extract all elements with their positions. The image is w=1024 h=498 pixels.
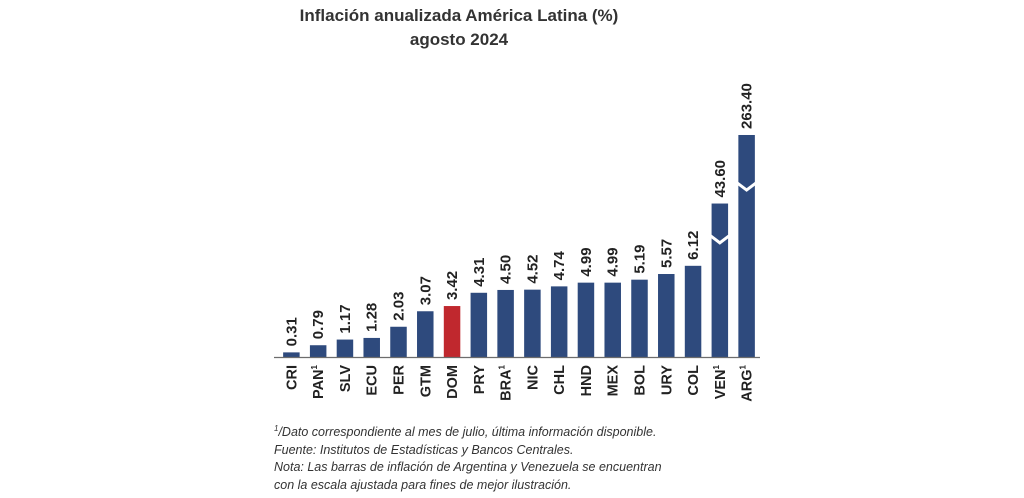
footnote-1-text: /Dato correspondiente al mes de julio, ú… — [278, 425, 657, 439]
category-label-mex: MEX — [606, 365, 622, 397]
category-label-pry: PRY — [472, 365, 488, 395]
axis-break-arg — [736, 181, 757, 192]
category-label-col: COL — [686, 365, 702, 396]
category-label-nic: NIC — [525, 364, 541, 390]
chart-notes: 1/Dato correspondiente al mes de julio, … — [274, 424, 794, 494]
category-label-arg: ARG1 — [739, 364, 756, 401]
category-label-hnd: HND — [579, 365, 595, 396]
bar-bol — [631, 279, 648, 357]
labels-layer: 0.31 CRI 0.79 PAN1 1.17 SLV 1.28 ECU 2.03 PER 3.07… — [283, 83, 755, 402]
bar-bra — [497, 289, 514, 357]
value-label-mex: 4.99 — [605, 247, 622, 276]
chart-subtitle: agosto 2024 — [409, 30, 509, 49]
bar-arg — [738, 134, 755, 357]
bar-ven — [711, 203, 729, 357]
category-label-pan: PAN1 — [310, 364, 327, 399]
category-label-bol: BOL — [633, 365, 649, 396]
bar-ecu — [363, 337, 380, 357]
category-label-ury: URY — [659, 365, 675, 395]
value-label-slv: 1.17 — [337, 304, 354, 333]
footnote-1: 1/Dato correspondiente al mes de julio, … — [274, 424, 794, 442]
value-label-bol: 5.19 — [632, 244, 649, 273]
bar-pry — [470, 292, 488, 357]
value-label-gtm: 3.07 — [417, 276, 434, 305]
value-label-hnd: 4.99 — [578, 247, 595, 276]
chart-title: Inflación anualizada América Latina (%) — [299, 6, 619, 25]
bar-hnd — [577, 282, 595, 357]
source-note: Fuente: Institutos de Estadísticas y Ban… — [274, 442, 574, 457]
value-label-ecu: 1.28 — [364, 303, 381, 332]
bar-slv — [336, 339, 354, 357]
bar-cri — [283, 352, 300, 357]
bar-ury — [658, 274, 675, 357]
value-label-nic: 4.52 — [524, 254, 541, 283]
scale-note-line-1: Nota: Las barras de inflación de Argenti… — [274, 460, 662, 474]
bar-mex — [604, 282, 621, 357]
category-label-dom: DOM — [445, 365, 461, 399]
scale-note-line-2: con la escala ajustada para fines de mej… — [274, 477, 572, 492]
value-label-cri: 0.31 — [283, 317, 300, 346]
value-label-pan: 0.79 — [310, 310, 327, 339]
footnote-1-sup: 1 — [274, 423, 279, 433]
category-label-bra: BRA1 — [498, 364, 515, 400]
bar-col — [684, 265, 702, 357]
chart-title-block: Inflación anualizada América Latina (%) … — [0, 4, 918, 52]
bars-layer — [283, 134, 757, 357]
category-label-cri: CRI — [284, 365, 300, 390]
category-label-slv: SLV — [338, 365, 354, 392]
category-label-per: PER — [392, 364, 408, 394]
value-label-chl: 4.74 — [551, 251, 568, 281]
category-label-gtm: GTM — [418, 365, 434, 397]
category-label-chl: CHL — [552, 365, 568, 395]
value-label-col: 6.12 — [685, 231, 702, 260]
bar-gtm — [417, 311, 434, 357]
value-label-pry: 4.31 — [471, 258, 488, 287]
value-label-arg: 263.40 — [739, 83, 756, 129]
bar-nic — [524, 289, 541, 357]
axis-break-ven — [709, 234, 730, 245]
bar-per — [390, 326, 407, 357]
category-label-ven: VEN1 — [712, 364, 729, 399]
category-label-ecu: ECU — [365, 365, 381, 396]
bar-dom — [443, 306, 461, 357]
value-label-ury: 5.57 — [658, 239, 675, 268]
bar-chl — [550, 286, 568, 357]
value-label-ven: 43.60 — [712, 160, 729, 198]
value-label-dom: 3.42 — [444, 271, 461, 300]
bar-pan — [309, 345, 327, 357]
value-label-per: 2.03 — [391, 292, 408, 321]
value-label-bra: 4.50 — [498, 255, 515, 284]
